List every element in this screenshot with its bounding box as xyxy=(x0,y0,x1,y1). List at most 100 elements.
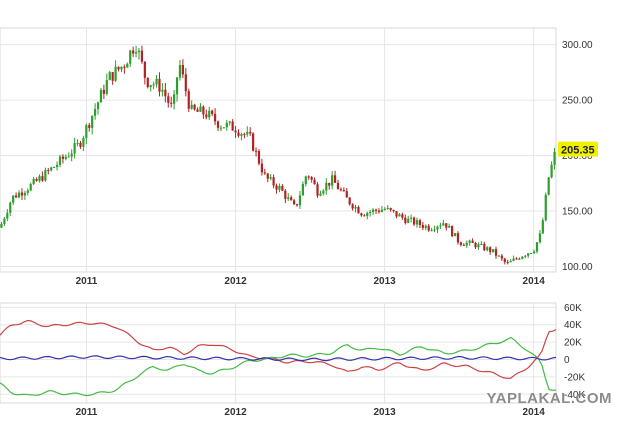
candle-body xyxy=(249,131,252,134)
candle-body xyxy=(225,122,228,128)
candle-body xyxy=(518,258,521,260)
candle-body xyxy=(497,255,501,257)
candle-body xyxy=(12,195,15,203)
candle-body xyxy=(395,211,398,217)
candle-body xyxy=(445,223,448,228)
candle-body xyxy=(222,127,225,129)
candle-body xyxy=(26,190,29,193)
candle-body xyxy=(310,177,313,180)
candle-body xyxy=(506,262,509,264)
price-x-tick: 2013 xyxy=(373,276,396,287)
candle-body xyxy=(175,77,179,95)
candle-body xyxy=(260,163,264,173)
candle-body xyxy=(483,243,486,251)
candle-body xyxy=(360,213,363,216)
indicator-series-line xyxy=(0,355,557,362)
candle-body xyxy=(50,167,53,171)
candle-body xyxy=(216,121,220,128)
candle-body xyxy=(6,212,9,219)
indicator-x-tick: 2011 xyxy=(76,407,98,418)
candle-body xyxy=(401,214,404,218)
candle-body xyxy=(17,192,21,198)
candle-body xyxy=(64,156,67,159)
candle-body xyxy=(418,220,422,226)
candle-body xyxy=(82,138,85,147)
candle-body xyxy=(190,104,193,109)
candle-body xyxy=(433,229,436,231)
candle-body xyxy=(363,215,366,217)
candle-body xyxy=(252,133,255,151)
indicator-frame xyxy=(0,302,557,404)
indicator-grid xyxy=(0,302,557,404)
candle-body xyxy=(202,106,205,115)
candle-body xyxy=(29,183,32,191)
indicator-series-line xyxy=(0,336,557,397)
last-price-badge-bg xyxy=(558,141,598,157)
candle-body xyxy=(544,194,547,221)
candle-body xyxy=(73,143,76,154)
price-y-tick: 150.00 xyxy=(562,207,593,218)
price-x-tick: 2014 xyxy=(523,276,546,287)
last-price-badge: 205.35 xyxy=(558,141,598,157)
candle-body xyxy=(76,142,79,144)
candle-body xyxy=(295,204,299,206)
candle-body xyxy=(453,233,457,237)
candle-body xyxy=(91,115,94,128)
candle-body xyxy=(184,74,187,92)
candle-body xyxy=(94,109,97,116)
candle-body xyxy=(369,211,372,213)
candle-body xyxy=(386,208,389,210)
candle-body xyxy=(468,240,471,243)
candle-body xyxy=(38,176,41,181)
candle-body xyxy=(383,208,386,210)
candle-body xyxy=(474,242,477,248)
candle-body xyxy=(181,64,184,75)
price-candles xyxy=(0,45,556,265)
candle-body xyxy=(281,185,284,191)
candle-body xyxy=(527,253,530,256)
candle-body xyxy=(439,225,442,227)
candle-body xyxy=(55,164,59,168)
candle-body xyxy=(486,247,489,251)
indicator-x-tick: 2012 xyxy=(224,407,247,418)
candle-body xyxy=(88,125,91,128)
candle-body xyxy=(243,134,246,136)
candle-body xyxy=(32,178,35,184)
candle-body xyxy=(331,175,334,186)
candle-body xyxy=(126,63,129,68)
candle-body xyxy=(140,50,144,62)
candle-body xyxy=(58,156,62,165)
candle-body xyxy=(328,182,331,186)
price-grid xyxy=(0,27,557,273)
candle-body xyxy=(290,197,293,201)
candle-body xyxy=(421,225,424,228)
watermark: YAPLAKAL.COM xyxy=(486,390,612,407)
candle-body xyxy=(211,110,214,114)
candle-body xyxy=(307,176,310,178)
indicator-y-tick: 20K xyxy=(564,338,582,349)
candle-body xyxy=(152,84,155,86)
candle-body xyxy=(389,208,392,210)
candle-body xyxy=(515,258,518,260)
candle-body xyxy=(521,256,524,259)
candle-body xyxy=(415,220,419,225)
candle-body xyxy=(61,156,65,159)
candle-body xyxy=(284,190,287,199)
candle-body xyxy=(354,206,357,209)
candle-body xyxy=(187,91,190,109)
candle-body xyxy=(208,110,211,118)
candle-body xyxy=(292,200,296,205)
candle-body xyxy=(366,212,369,216)
price-x-axis: 2011 2012 2013 2014 xyxy=(76,276,546,287)
candle-body xyxy=(512,258,515,261)
indicator-panel: 60K 40K 20K 0 -20K -40K 2011 2012 2013 2014 xyxy=(0,302,585,418)
indicator-lines xyxy=(0,319,557,397)
candle-body xyxy=(237,132,240,136)
price-x-tick: 2012 xyxy=(224,276,247,287)
candle-body xyxy=(257,151,261,164)
candle-body xyxy=(228,121,231,123)
candle-body xyxy=(524,255,527,257)
candle-body xyxy=(170,102,173,104)
candle-body xyxy=(477,244,480,248)
candle-body xyxy=(117,66,120,70)
